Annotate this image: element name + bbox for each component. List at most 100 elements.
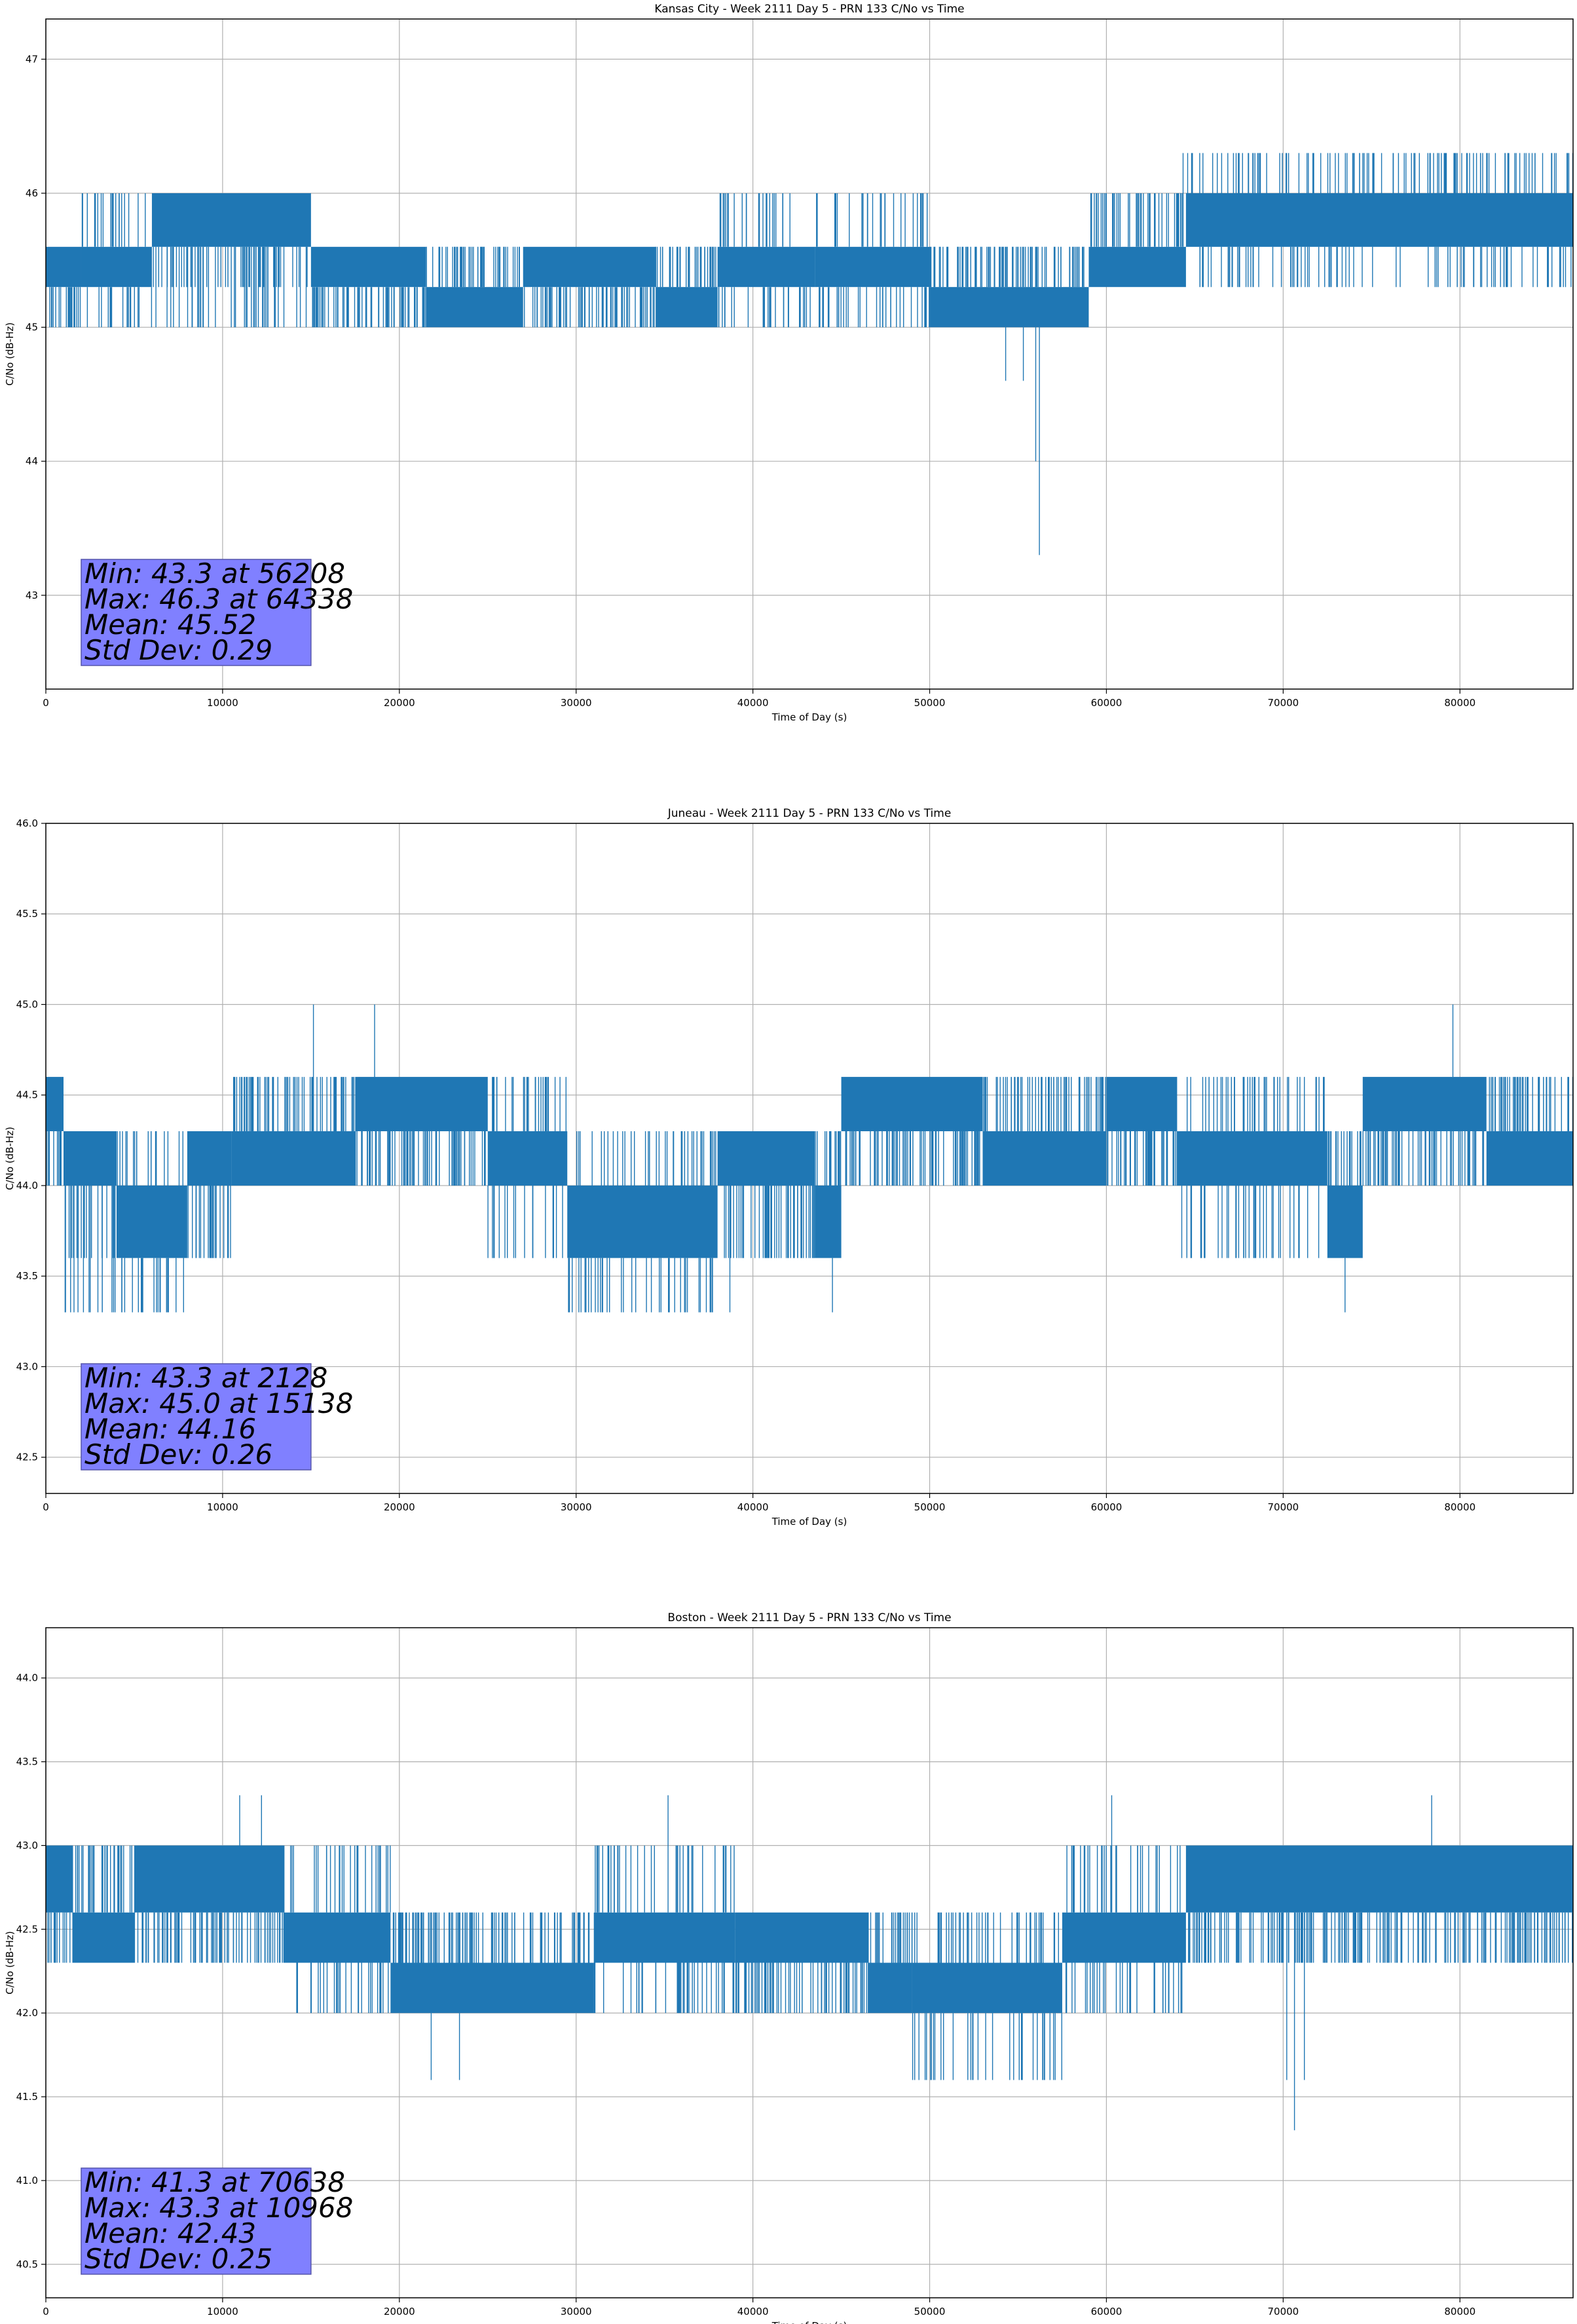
series-cno <box>46 1004 1573 1313</box>
stats-box-background <box>81 2167 312 2275</box>
chart-title: Juneau - Week 2111 Day 5 - PRN 133 C/No … <box>667 807 952 820</box>
series-band <box>656 287 718 328</box>
y-tick-label: 43.0 <box>16 1360 38 1372</box>
x-tick-label: 50000 <box>914 2306 946 2317</box>
series-band <box>284 1912 391 1963</box>
stats-line: Mean: 45.52 <box>84 609 256 641</box>
series-band <box>593 1912 735 1963</box>
chart-panel-1: 0 10000 20000 30000 40000 50000 60000 70000 8000… <box>4 3 1574 723</box>
stats-line: Std Dev: 0.26 <box>84 1438 272 1471</box>
series-band <box>1486 1131 1573 1186</box>
series-band <box>717 1131 815 1186</box>
y-tick-label: 41.0 <box>16 2175 38 2186</box>
x-tick-label: 70000 <box>1267 1501 1299 1513</box>
x-tick-label: 50000 <box>914 1501 946 1513</box>
stats-line: Std Dev: 0.29 <box>84 634 272 666</box>
x-tick-label: 0 <box>43 2306 49 2317</box>
x-tick-label: 20000 <box>384 1501 415 1513</box>
series-band <box>1088 246 1186 288</box>
chart-panel-2: 0 10000 20000 30000 40000 50000 60000 70000 8000… <box>4 807 1574 1527</box>
series-band <box>1062 1912 1186 1963</box>
series-band <box>929 287 1089 328</box>
series-band <box>841 1077 983 1132</box>
series-band <box>134 1845 285 1913</box>
stats-line: Min: 43.3 at 2128 <box>84 1362 327 1394</box>
series-band <box>81 246 152 288</box>
stats-line: Max: 43.3 at 10968 <box>84 2192 353 2224</box>
series-band <box>72 1912 134 1963</box>
y-tick-label: 46 <box>26 187 38 199</box>
series-band <box>1177 1131 1327 1186</box>
series-band <box>46 1845 73 1913</box>
y-tick-label: 43 <box>26 590 38 601</box>
x-tick-label: 30000 <box>561 2306 592 2317</box>
x-tick-label: 70000 <box>1267 697 1299 709</box>
y-axis-label: C/No (dB-Hz) <box>4 1127 16 1190</box>
x-tick-label: 0 <box>43 697 49 709</box>
y-tick-label: 45 <box>26 322 38 333</box>
x-tick-label: 20000 <box>384 2306 415 2317</box>
y-tick-label: 44.5 <box>16 1089 38 1101</box>
series-band <box>63 1131 117 1186</box>
x-tick-label: 40000 <box>737 697 769 709</box>
axes-frame <box>45 18 1574 690</box>
series-band <box>187 1131 232 1186</box>
y-tick-label: 44.0 <box>16 1672 38 1684</box>
x-tick-label: 30000 <box>561 1501 592 1513</box>
stats-line: Mean: 44.16 <box>84 1413 256 1445</box>
series-band <box>310 246 426 288</box>
y-tick-label: 43.5 <box>16 1270 38 1282</box>
x-tick-label: 50000 <box>914 697 946 709</box>
stats-box-background <box>81 559 312 666</box>
y-tick-label: 46.0 <box>16 817 38 829</box>
stats-line: Std Dev: 0.25 <box>84 2243 272 2275</box>
series-cno <box>46 153 1573 555</box>
axes-frame <box>45 1627 1574 2298</box>
x-tick-label: 60000 <box>1091 2306 1122 2317</box>
chart-title: Kansas City - Week 2111 Day 5 - PRN 133 … <box>654 3 964 16</box>
x-tick-label: 40000 <box>737 2306 769 2317</box>
series-band <box>116 1185 187 1258</box>
y-tick-label: 43.0 <box>16 1839 38 1851</box>
series-band <box>1185 1845 1573 1913</box>
series-band <box>487 1131 568 1186</box>
y-tick-label: 42.0 <box>16 2007 38 2019</box>
y-tick-label: 40.5 <box>16 2258 38 2270</box>
x-tick-label: 30000 <box>561 697 592 709</box>
x-axis-label: Time of Day (s) <box>771 1516 847 1527</box>
series-band <box>1185 193 1573 247</box>
stats-line: Mean: 42.43 <box>84 2217 256 2249</box>
stats-line: Min: 41.3 at 70638 <box>84 2166 345 2198</box>
series-line <box>47 1795 1573 2131</box>
stats-line: Max: 45.0 at 15138 <box>84 1387 353 1419</box>
series-band <box>982 1131 1107 1186</box>
series-band <box>1362 1077 1487 1132</box>
series-band <box>567 1185 718 1258</box>
y-tick-label: 42.5 <box>16 1923 38 1935</box>
series-band <box>912 1962 1062 2014</box>
series-line <box>46 1004 1573 1313</box>
series-band <box>815 1185 842 1258</box>
y-axis-label: C/No (dB-Hz) <box>4 1931 16 1995</box>
y-tick-label: 42.5 <box>16 1452 38 1463</box>
series-band <box>231 1131 356 1186</box>
chart-panel-3: 0 10000 20000 30000 40000 50000 60000 70000 8000… <box>4 1611 1574 2324</box>
series-line <box>49 153 1573 555</box>
axes-frame <box>45 823 1574 1494</box>
x-tick-label: 0 <box>43 1501 49 1513</box>
y-tick-label: 45.0 <box>16 998 38 1010</box>
series-band <box>390 1962 594 2014</box>
stats-box-background <box>81 1363 312 1471</box>
stats-line: Max: 46.3 at 64338 <box>84 583 353 615</box>
series-band <box>523 246 656 288</box>
x-tick-label: 10000 <box>207 697 238 709</box>
x-tick-label: 80000 <box>1444 1501 1475 1513</box>
series-band <box>151 193 311 247</box>
series-band <box>815 246 930 288</box>
series-band <box>1106 1077 1178 1132</box>
y-tick-label: 44 <box>26 455 38 467</box>
